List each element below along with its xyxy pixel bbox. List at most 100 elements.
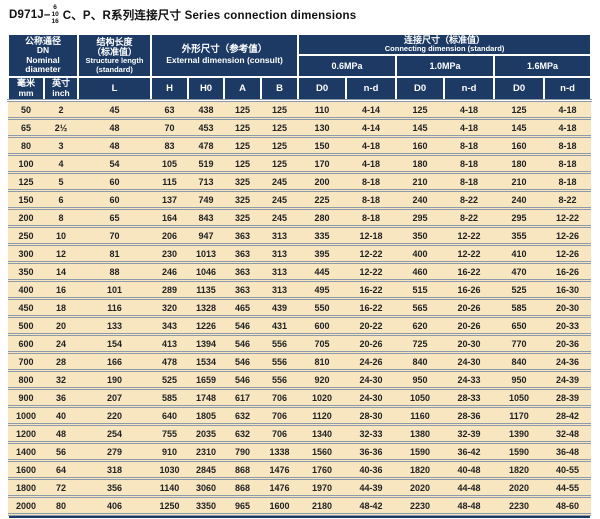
table-cell: 1338 (261, 441, 299, 461)
table-cell: 2½ (44, 117, 79, 137)
table-cell: 190 (78, 369, 152, 389)
table-row: 2000 80 406 1250 3350 965 1600 2180 48-42 2230 48-… (8, 495, 592, 517)
header-col-A: A (223, 75, 263, 102)
table-row: 80 3 48 83 478 125 125 150 4-18 160 8-18 160 8-18 (8, 135, 592, 155)
table-cell: 413 (151, 333, 189, 353)
table-cell: 24-36 (544, 351, 592, 371)
header-line: 外形尺寸（参考值） (181, 44, 268, 56)
table-cell: 225 (298, 189, 347, 209)
table-cell: 2020 (494, 477, 545, 497)
table-cell: 1600 (8, 459, 44, 479)
header-col-D0-06: D0 (297, 75, 348, 102)
table-cell: 164 (151, 207, 189, 227)
table-cell: 3350 (188, 495, 225, 517)
table-cell: 325 (224, 207, 262, 227)
header-line: Nominal (26, 54, 60, 65)
table-cell: 320 (151, 297, 189, 317)
table-cell: 32 (44, 369, 79, 389)
table-cell: 250 (8, 225, 44, 245)
table-cell: 770 (494, 333, 545, 353)
table-cell: 313 (261, 225, 299, 245)
table-cell: 12-22 (544, 207, 592, 227)
table-cell: 207 (78, 387, 152, 407)
table-cell: 500 (8, 315, 44, 335)
table-cell: 254 (78, 423, 152, 443)
table-cell: 8-18 (444, 135, 495, 155)
table-cell: 240 (494, 189, 545, 209)
header-col-B: B (260, 75, 300, 102)
table-cell: 546 (224, 351, 262, 371)
table-cell: 546 (224, 333, 262, 353)
table-cell: 1970 (298, 477, 347, 497)
table-cell: 81 (78, 243, 152, 263)
table-cell: 8-18 (544, 171, 592, 191)
table-cell: 617 (224, 387, 262, 407)
table-cell: 18 (44, 297, 79, 317)
table-cell: 16-22 (346, 297, 397, 317)
header-col-H: H (150, 75, 190, 102)
header-pressure-0-6mpa: 0.6MPa (297, 53, 398, 78)
table-header: 公称通径 DN Nominal diameter 结构长度 （标准值） Stru… (6, 33, 593, 102)
table-cell: 12-26 (544, 243, 592, 263)
table-cell: 406 (78, 495, 152, 517)
table-cell: 8-18 (544, 135, 592, 155)
header-external-dimension: 外形尺寸（参考值） External dimension (consult) (150, 33, 300, 78)
table-cell: 125 (261, 153, 299, 173)
table-cell: 2035 (188, 423, 225, 443)
table-cell: 313 (261, 243, 299, 263)
table-row: 600 24 154 413 1394 546 556 705 20-26 725 20-30 770… (8, 333, 592, 353)
table-cell: 12-22 (444, 243, 495, 263)
table-cell: 1600 (261, 495, 299, 517)
table-cell: 6 (44, 189, 79, 209)
table-cell: 1380 (396, 423, 445, 443)
table-cell: 8-22 (544, 189, 592, 209)
table-cell: 4-18 (544, 99, 592, 119)
table-cell: 1805 (188, 405, 225, 425)
table-cell: 470 (494, 261, 545, 281)
table-cell: 8-22 (444, 189, 495, 209)
table-cell: 546 (224, 369, 262, 389)
table-cell: 245 (261, 207, 299, 227)
table-cell: 400 (8, 279, 44, 299)
table-cell: 335 (298, 225, 347, 245)
table-cell: 525 (151, 369, 189, 389)
table-cell: 920 (298, 369, 347, 389)
table-cell: 749 (188, 189, 225, 209)
table-cell: 180 (396, 153, 445, 173)
table-cell: 355 (494, 225, 545, 245)
table-cell: 210 (494, 171, 545, 191)
table-cell: 230 (151, 243, 189, 263)
table-cell: 453 (188, 117, 225, 137)
table-cell: 245 (261, 171, 299, 191)
table-cell: 220 (78, 405, 152, 425)
table-cell: 460 (396, 261, 445, 281)
header-line: mm (18, 87, 34, 98)
table-cell: 105 (151, 153, 189, 173)
table-cell: 620 (396, 315, 445, 335)
table-cell: 20-36 (544, 333, 592, 353)
header-line: Connecting dimension (standard) (384, 44, 505, 54)
table-cell: 410 (494, 243, 545, 263)
table-cell: 40 (44, 405, 79, 425)
table-cell: 24 (44, 333, 79, 353)
table-cell: 3060 (188, 477, 225, 497)
table-cell: 1135 (188, 279, 225, 299)
table-cell: 810 (298, 351, 347, 371)
table-cell: 65 (78, 207, 152, 227)
header-line: 连接尺寸（标准值） (404, 35, 486, 45)
table-row: 200 8 65 164 843 325 245 280 8-18 295 8-22 295 12-22 (8, 207, 592, 227)
header-pressure-1-6mpa: 1.6MPa (493, 53, 593, 78)
table-cell: 900 (8, 387, 44, 407)
table-cell: 3 (44, 135, 79, 155)
table-cell: 585 (494, 297, 545, 317)
table-cell: 495 (298, 279, 347, 299)
header-line: DN (36, 44, 50, 55)
table-cell: 110 (298, 99, 347, 119)
table-cell: 24-39 (544, 369, 592, 389)
table-cell: 1394 (188, 333, 225, 353)
table-cell: 4-18 (444, 99, 495, 119)
table-cell: 5 (44, 171, 79, 191)
table-cell: 28-42 (544, 405, 592, 425)
table-cell: 1226 (188, 315, 225, 335)
table-cell: 200 (298, 171, 347, 191)
